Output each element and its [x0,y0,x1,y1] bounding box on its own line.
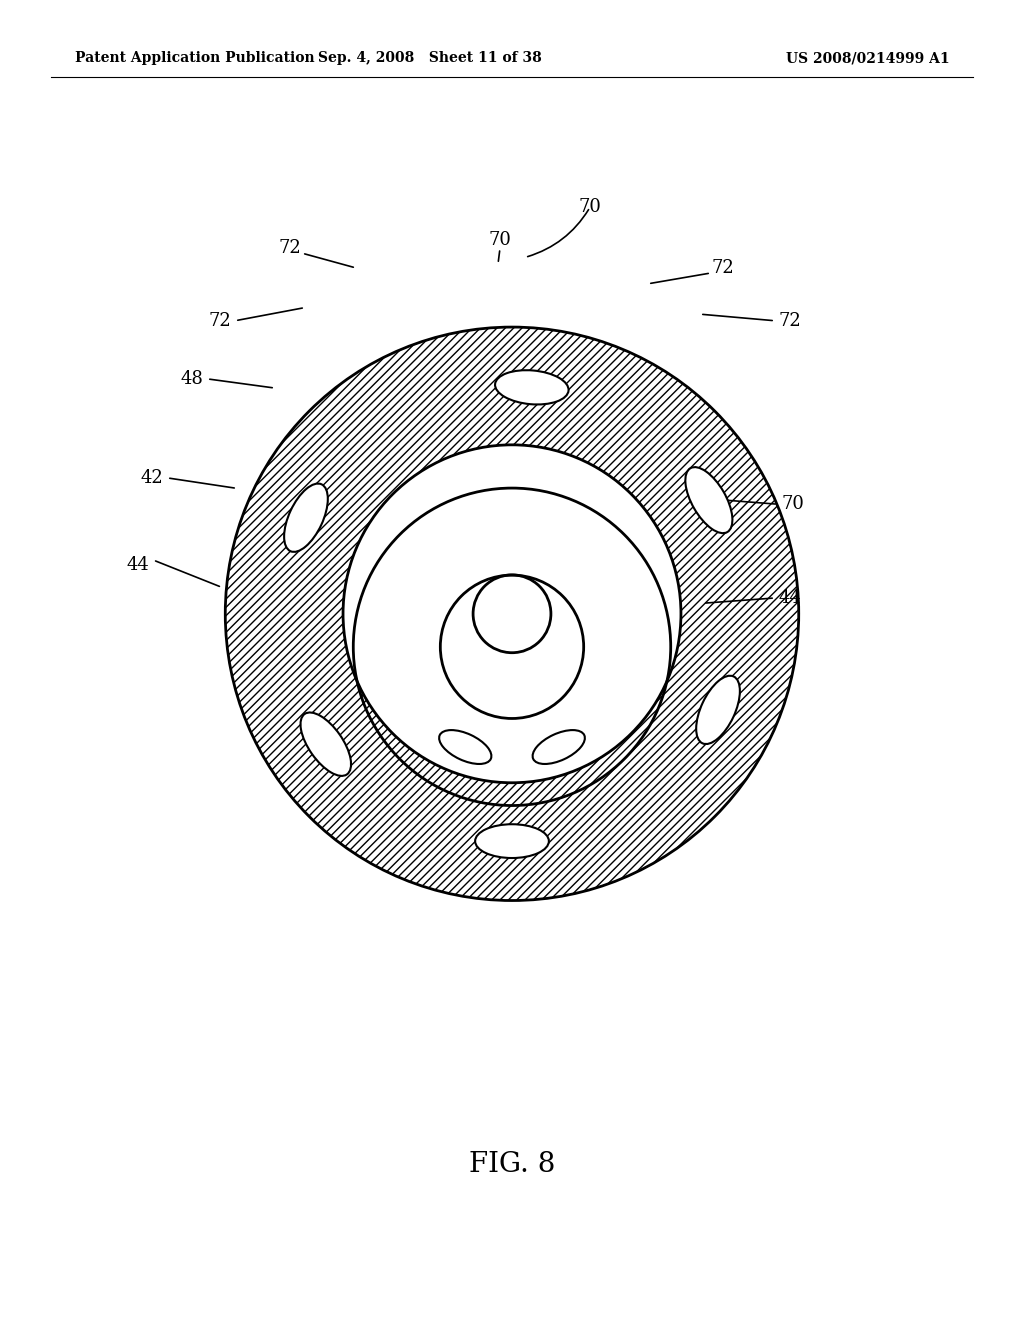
Ellipse shape [685,467,732,533]
Text: 72: 72 [209,312,231,330]
Text: 72: 72 [712,259,734,277]
Ellipse shape [696,676,740,744]
Ellipse shape [475,824,549,858]
Text: 42: 42 [140,469,164,487]
Text: 70: 70 [781,495,805,513]
Ellipse shape [300,713,351,776]
Text: Sep. 4, 2008   Sheet 11 of 38: Sep. 4, 2008 Sheet 11 of 38 [318,51,542,65]
Circle shape [225,327,799,900]
Text: 70: 70 [579,198,601,216]
Text: 72: 72 [778,312,802,330]
Text: US 2008/0214999 A1: US 2008/0214999 A1 [786,51,950,65]
Text: 44: 44 [778,589,802,607]
Text: 70: 70 [488,231,511,249]
Circle shape [343,445,681,783]
Text: 72: 72 [279,239,301,257]
Text: 48: 48 [180,370,204,388]
Ellipse shape [495,370,568,404]
Text: 44: 44 [127,556,150,574]
Ellipse shape [439,730,492,764]
Ellipse shape [284,483,328,552]
Text: Patent Application Publication: Patent Application Publication [75,51,314,65]
Circle shape [440,576,584,718]
Text: FIG. 8: FIG. 8 [469,1151,555,1177]
Ellipse shape [532,730,585,764]
